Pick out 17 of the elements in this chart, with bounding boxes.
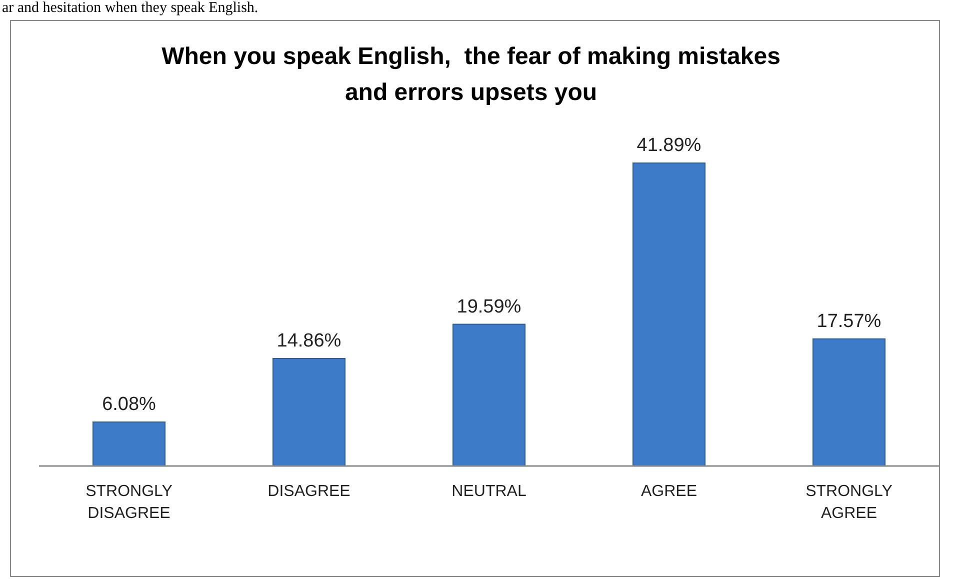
bar <box>812 338 886 466</box>
x-tick-label: STRONGLY DISAGREE <box>86 483 173 522</box>
x-tick-label: AGREE <box>640 483 698 500</box>
data-label: 17.57% <box>816 310 882 332</box>
data-label: 14.86% <box>276 330 342 352</box>
bar <box>632 162 706 466</box>
chart-title: When you speak English, the fear of making mistakes and errors upsets you <box>160 42 782 108</box>
text: ar and hesitation when they speak English. <box>2 0 258 17</box>
data-label: 41.89% <box>636 135 702 156</box>
x-tick-label: NEUTRAL <box>452 483 526 500</box>
bar <box>272 358 346 466</box>
bar <box>452 324 526 466</box>
bar <box>92 422 166 466</box>
data-label: 6.08% <box>102 394 156 416</box>
x-tick-label: STRONGLY AGREE <box>806 483 893 522</box>
x-tick-label: DISAGREE <box>268 483 350 500</box>
data-label: 19.59% <box>456 296 522 318</box>
